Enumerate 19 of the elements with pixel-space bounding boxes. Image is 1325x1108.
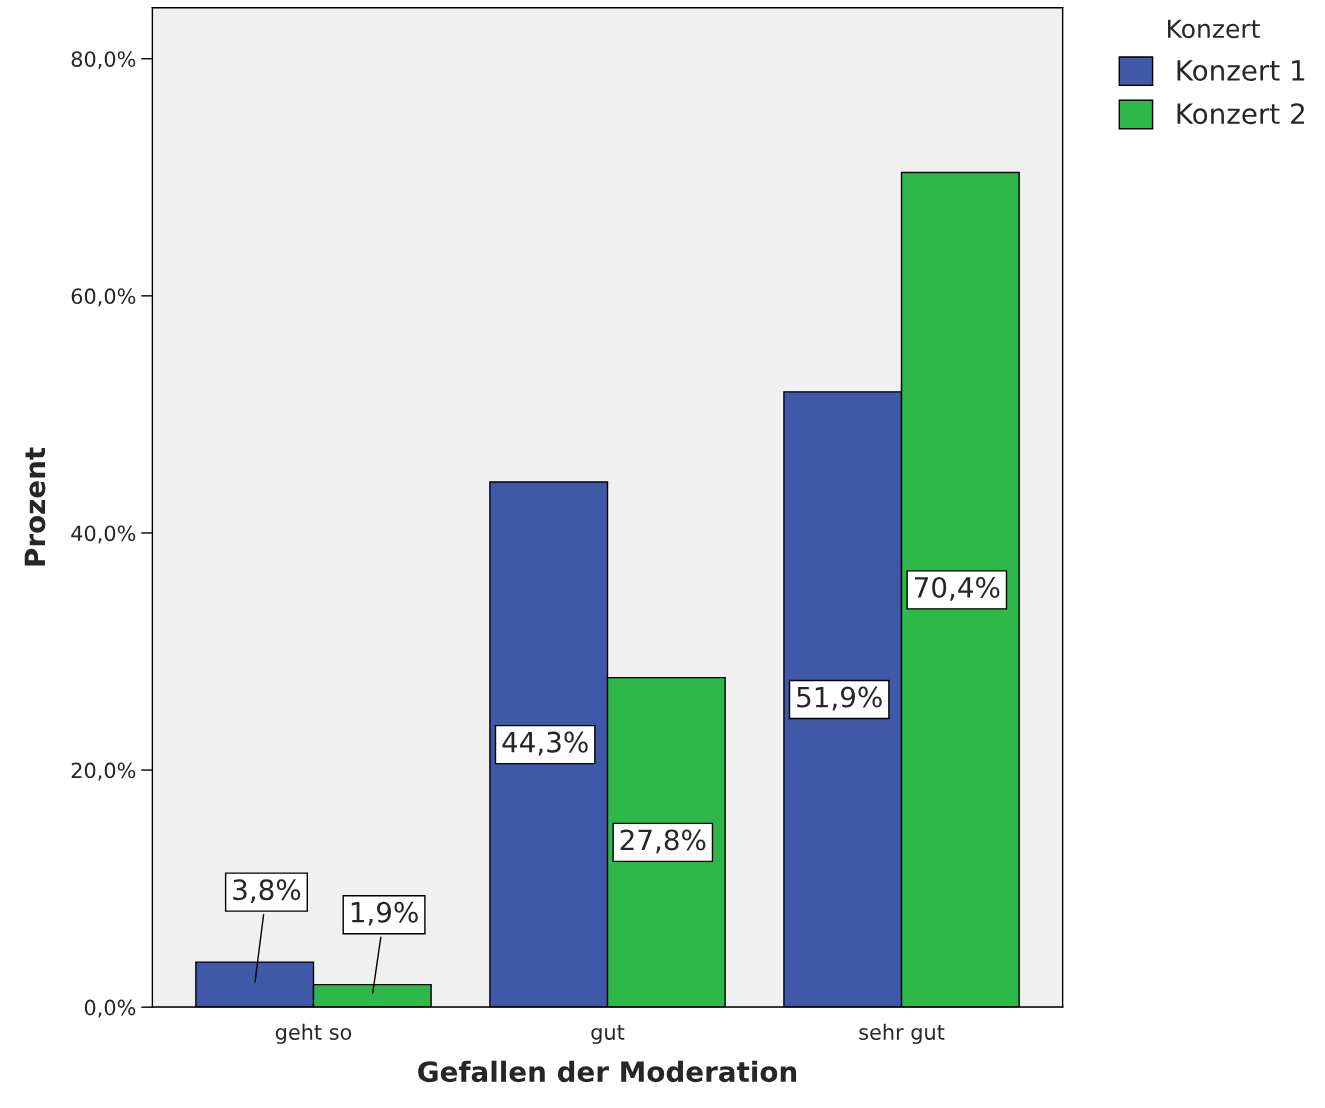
legend-label: Konzert 1 <box>1177 60 1305 81</box>
x-axis-title: Gefallen der Moderation <box>418 1060 797 1083</box>
data-label: 27,8% <box>620 829 706 854</box>
data-label: 1,9% <box>351 901 418 926</box>
data-label: 44,3% <box>502 731 588 756</box>
y-tick-label: 80,0% <box>71 51 136 70</box>
data-label: 51,9% <box>797 686 882 711</box>
data-label: 3,8% <box>233 879 301 904</box>
data-label: 70,4% <box>914 576 1000 601</box>
y-tick-label: 20,0% <box>71 762 136 781</box>
y-tick-label: 0,0% <box>84 999 136 1018</box>
x-tick-label: sehr gut <box>859 1023 945 1044</box>
y-tick-label: 40,0% <box>71 525 136 544</box>
x-tick-label: gut <box>591 1025 625 1044</box>
x-tick-label: geht so <box>275 1023 352 1044</box>
legend-title: Konzert <box>1168 19 1260 39</box>
legend-label: Konzert 2 <box>1177 103 1304 125</box>
y-tick-label: 60,0% <box>71 288 136 307</box>
y-axis-title: Prozent <box>24 447 46 566</box>
